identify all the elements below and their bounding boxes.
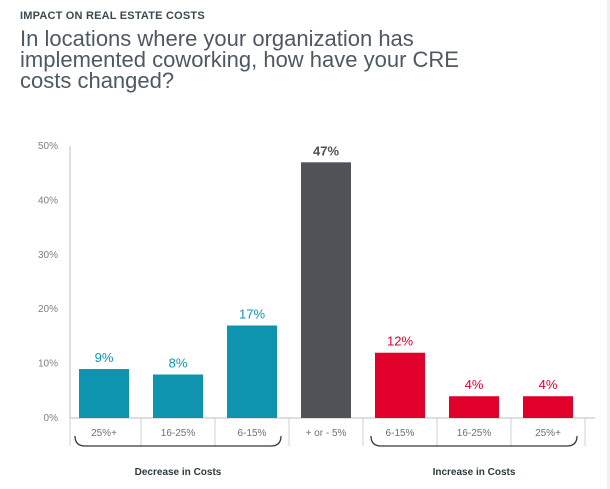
bar: [153, 374, 203, 418]
category-label: 25%+: [535, 428, 561, 439]
bar: [449, 396, 499, 418]
group-bracket: [370, 435, 578, 447]
group-bracket: [74, 435, 282, 447]
data-label: 12%: [387, 334, 413, 349]
data-label: 4%: [465, 377, 484, 392]
y-tick-label: 0%: [44, 413, 59, 424]
page-edge-rule: [607, 0, 610, 489]
bar: [375, 352, 425, 418]
category-label: 6-15%: [238, 428, 267, 439]
group-label: Decrease in Costs: [135, 467, 222, 478]
category-label: 16-25%: [161, 428, 196, 439]
data-label: 17%: [239, 307, 265, 322]
category-label: 6-15%: [386, 428, 415, 439]
bar: [227, 325, 277, 418]
data-label: 8%: [169, 355, 188, 370]
bar: [79, 369, 129, 418]
bar: [301, 162, 351, 418]
bar: [523, 396, 573, 418]
chart-kicker: IMPACT ON REAL ESTATE COSTS: [20, 10, 205, 22]
group-label: Increase in Costs: [433, 467, 516, 478]
y-tick-label: 50%: [38, 141, 58, 152]
y-tick-label: 10%: [38, 359, 58, 370]
category-label: 16-25%: [457, 428, 492, 439]
y-tick-label: 30%: [38, 250, 58, 261]
data-label: 9%: [95, 350, 114, 365]
chart-title: In locations where your organization has…: [20, 26, 459, 93]
category-label: 25%+: [91, 428, 117, 439]
y-tick-label: 20%: [38, 304, 58, 315]
y-tick-label: 40%: [38, 195, 58, 206]
data-label: 47%: [313, 143, 339, 158]
category-label: + or - 5%: [306, 428, 347, 439]
data-label: 4%: [539, 377, 558, 392]
